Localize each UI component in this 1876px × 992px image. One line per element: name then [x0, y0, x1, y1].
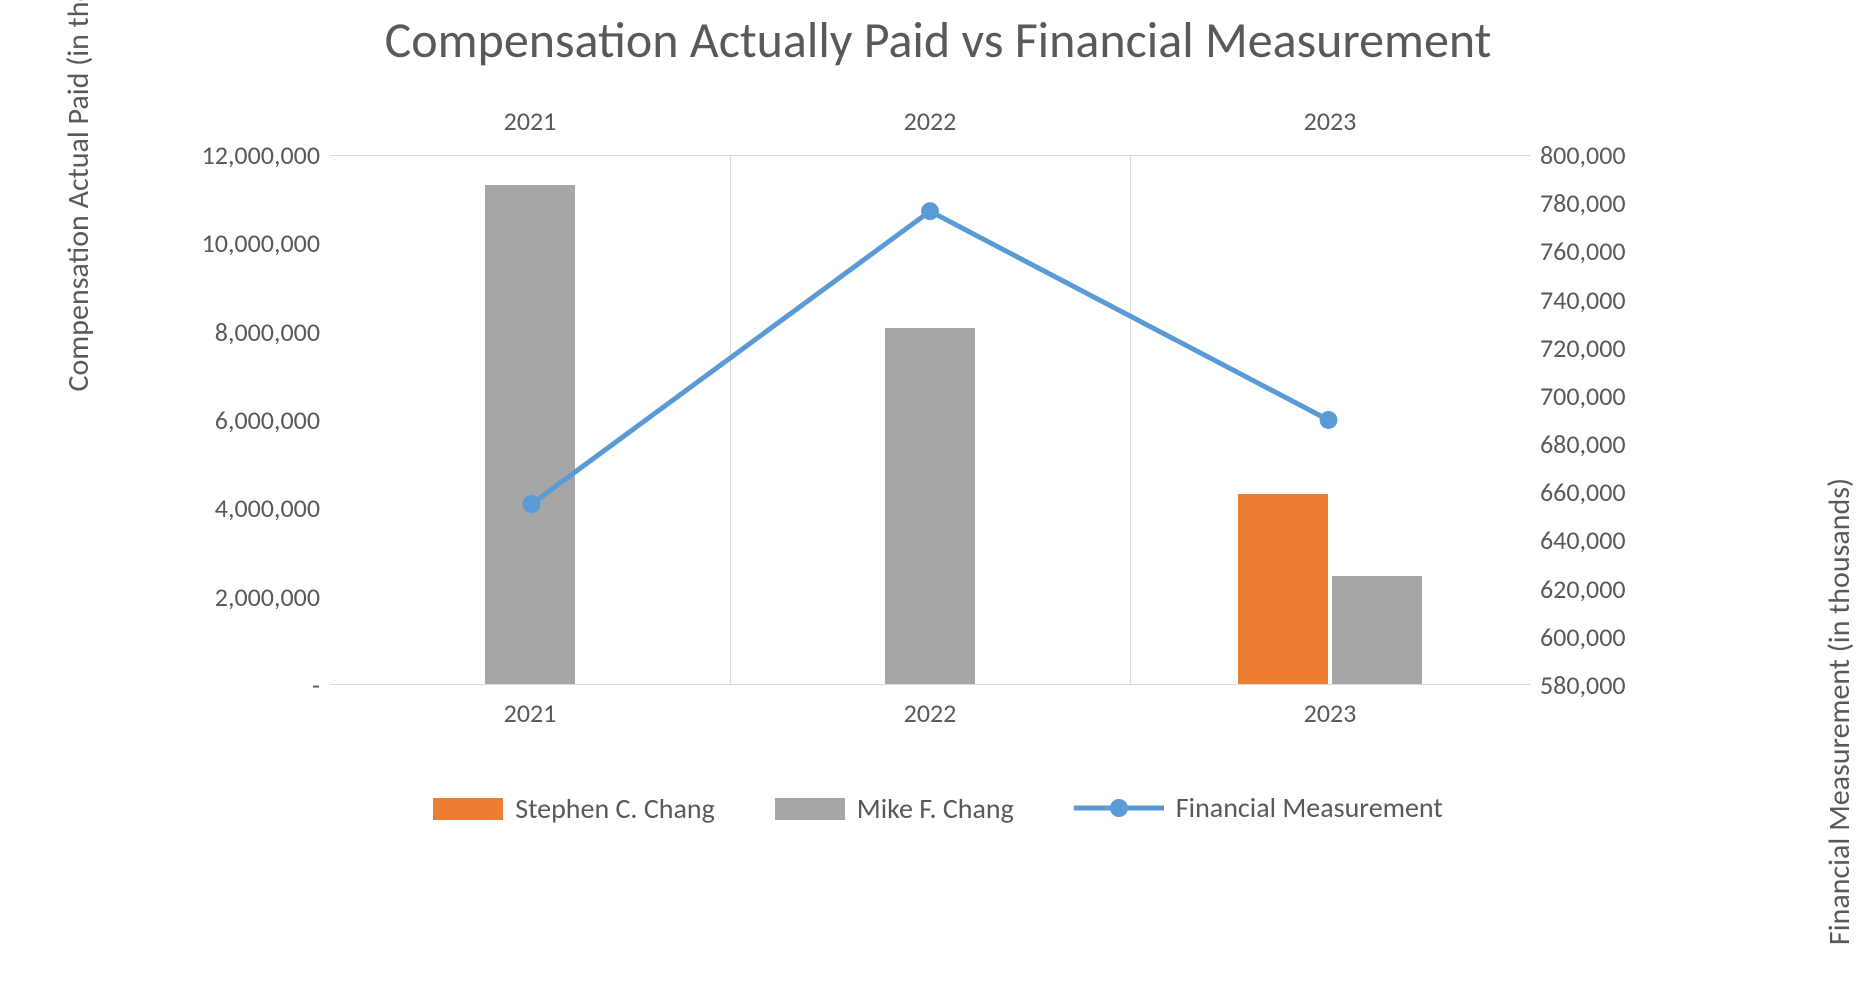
y-right-tick-label: 640,000: [1540, 524, 1626, 556]
line-marker: [1320, 411, 1338, 429]
y-right-tick-label: 700,000: [1540, 380, 1626, 412]
y-right-tick-label: 580,000: [1540, 669, 1626, 701]
legend-line-swatch: [1074, 796, 1164, 820]
chart-title: Compensation Actually Paid vs Financial …: [0, 10, 1876, 71]
y-right-tick-label: 800,000: [1540, 139, 1626, 171]
y-right-tick-label: 760,000: [1540, 235, 1626, 267]
y-left-tick-label: 4,000,000: [215, 492, 320, 524]
legend-label: Financial Measurement: [1176, 790, 1443, 825]
y-left-axis-title: Compensation Actual Paid (in thousands): [60, 0, 97, 402]
y-left-tick-label: -: [312, 669, 320, 701]
legend-label: Stephen C. Chang: [515, 791, 715, 826]
legend-item: Mike F. Chang: [775, 791, 1014, 826]
y-left-tick-label: 8,000,000: [215, 316, 320, 348]
x-top-label: 2021: [504, 105, 557, 137]
y-left-tick-label: 2,000,000: [215, 581, 320, 613]
line-marker: [921, 202, 939, 220]
y-right-tick-label: 720,000: [1540, 332, 1626, 364]
x-top-label: 2023: [1304, 105, 1357, 137]
y-left-tick-label: 12,000,000: [202, 139, 320, 171]
y-right-tick-label: 600,000: [1540, 621, 1626, 653]
y-right-axis-title: Financial Measurement (in thousands): [1821, 432, 1858, 992]
x-bottom-label: 2022: [904, 697, 957, 729]
x-bottom-label: 2023: [1304, 697, 1357, 729]
line-series: [330, 156, 1530, 684]
legend-item: Stephen C. Chang: [433, 791, 715, 826]
legend: Stephen C. Chang Mike F. Chang Financial M…: [0, 790, 1876, 828]
y-right-tick-label: 740,000: [1540, 284, 1626, 316]
y-right-tick-label: 660,000: [1540, 476, 1626, 508]
y-left-tick-label: 10,000,000: [202, 227, 320, 259]
chart-container: Compensation Actually Paid vs Financial …: [0, 0, 1876, 883]
y-left-tick-label: 6,000,000: [215, 404, 320, 436]
y-right-tick-label: 680,000: [1540, 428, 1626, 460]
legend-item: Financial Measurement: [1074, 790, 1443, 825]
legend-label: Mike F. Chang: [857, 791, 1014, 826]
y-right-tick-label: 620,000: [1540, 573, 1626, 605]
line-marker: [523, 495, 541, 513]
legend-swatch: [775, 798, 845, 820]
plot-area: [330, 155, 1530, 685]
legend-swatch: [433, 798, 503, 820]
x-bottom-label: 2021: [504, 697, 557, 729]
x-top-label: 2022: [904, 105, 957, 137]
y-right-tick-label: 780,000: [1540, 187, 1626, 219]
